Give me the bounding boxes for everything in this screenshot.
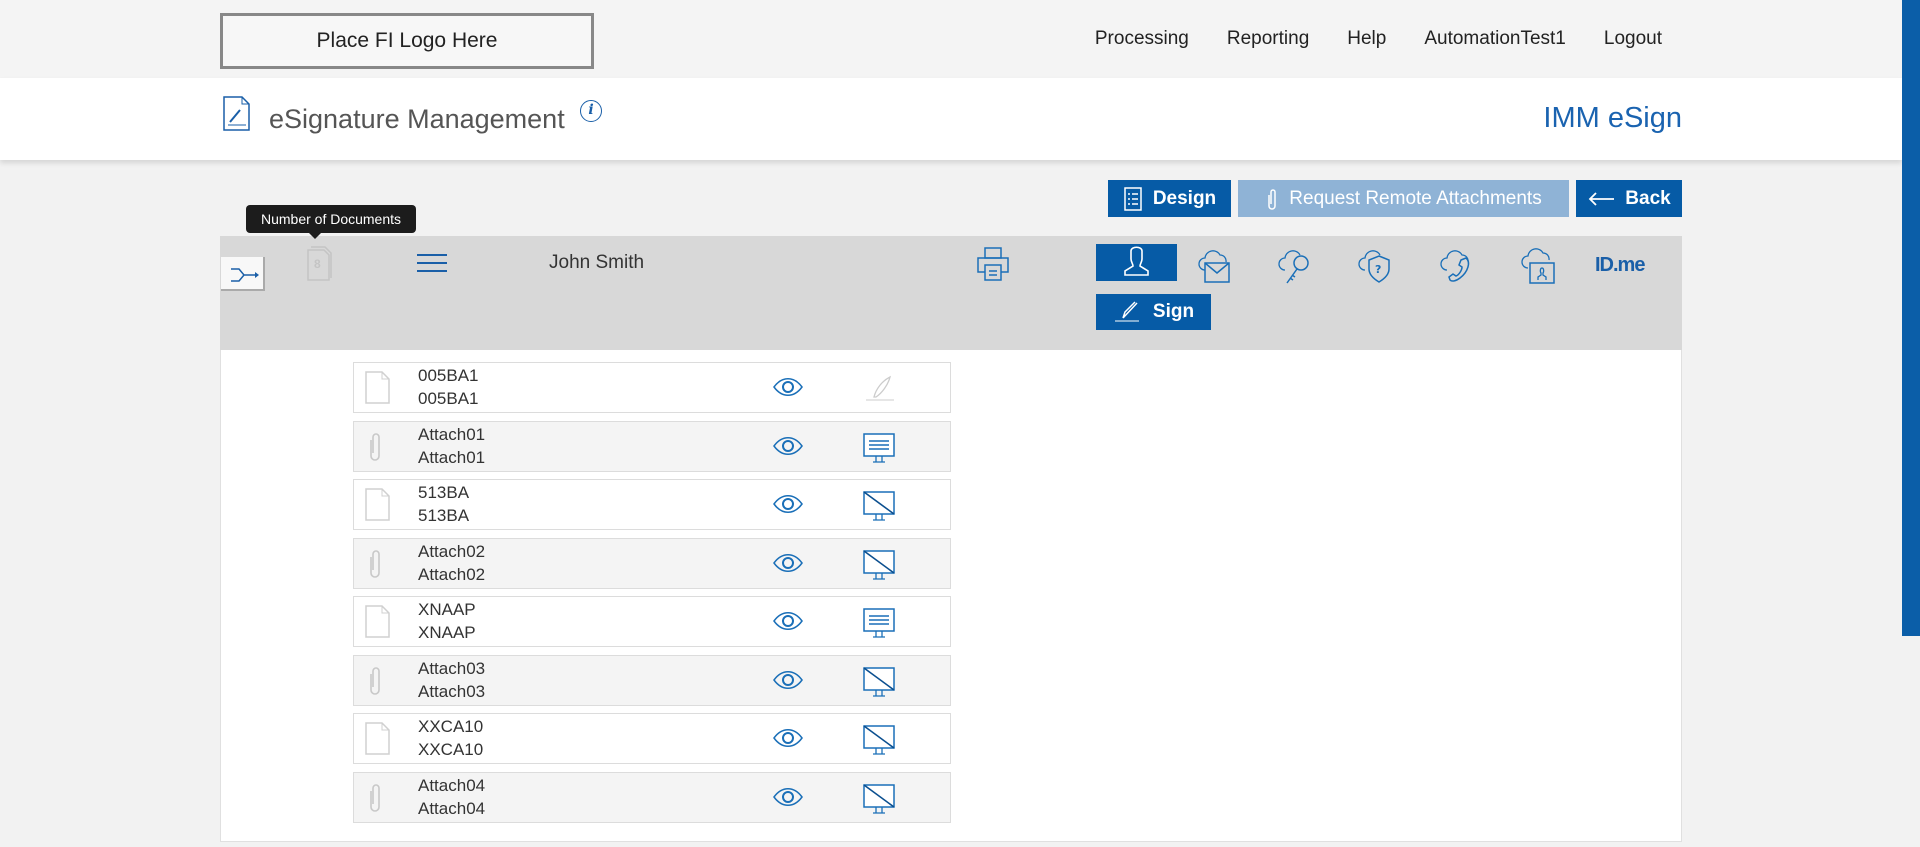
paperclip-icon bbox=[1268, 188, 1277, 210]
document-name: 513BA bbox=[418, 483, 470, 502]
cloud-key-icon[interactable] bbox=[1277, 248, 1315, 286]
user-icon bbox=[1124, 246, 1149, 276]
document-count: 8 bbox=[305, 246, 335, 282]
nav-logout[interactable]: Logout bbox=[1603, 28, 1662, 49]
monitor-slash-icon[interactable] bbox=[862, 490, 896, 522]
document-name: Attach02 bbox=[418, 541, 486, 561]
nav-help[interactable]: Help bbox=[1347, 28, 1387, 49]
signer-toolbar bbox=[220, 236, 1682, 350]
document-row[interactable]: 513BA 513BA bbox=[353, 479, 951, 530]
sign-label: Sign bbox=[1152, 301, 1195, 322]
view-eye-icon[interactable] bbox=[772, 494, 804, 514]
view-eye-icon[interactable] bbox=[772, 553, 804, 573]
monitor-slash-icon[interactable] bbox=[862, 783, 896, 815]
page-title: eSignature Management bbox=[269, 104, 565, 134]
document-description: 005BA1 bbox=[418, 389, 479, 408]
idme-button[interactable]: ID.me bbox=[1595, 254, 1645, 276]
paperclip-icon bbox=[370, 783, 380, 812]
arrow-left-icon bbox=[1589, 191, 1615, 206]
main-nav: Processing Reporting Help AutomationTest… bbox=[1095, 28, 1662, 50]
nav-processing[interactable]: Processing bbox=[1094, 28, 1189, 49]
pen-icon bbox=[1114, 301, 1139, 322]
view-eye-icon[interactable] bbox=[772, 436, 804, 456]
paperclip-icon bbox=[370, 666, 380, 695]
monitor-slash-icon[interactable] bbox=[862, 724, 896, 756]
logo-placeholder: Place FI Logo Here bbox=[220, 13, 594, 69]
auth-user-button[interactable] bbox=[1096, 244, 1177, 281]
document-count-value: 8 bbox=[314, 257, 321, 271]
document-icon bbox=[365, 722, 390, 755]
monitor-lines-icon[interactable] bbox=[862, 432, 896, 464]
document-description: Attach02 bbox=[418, 564, 486, 584]
list-doc-icon bbox=[1124, 186, 1142, 211]
route-arrow-icon bbox=[231, 268, 259, 282]
document-icon bbox=[365, 488, 390, 521]
document-icon bbox=[365, 371, 390, 404]
paperclip-icon bbox=[370, 432, 380, 461]
view-eye-icon[interactable] bbox=[772, 611, 804, 631]
request-label: Request Remote Attachments bbox=[1289, 187, 1542, 209]
monitor-slash-icon[interactable] bbox=[862, 549, 896, 581]
design-label: Design bbox=[1152, 187, 1217, 209]
printer-icon[interactable] bbox=[976, 246, 1010, 282]
document-name: Attach01 bbox=[418, 424, 486, 444]
title-band bbox=[0, 78, 1902, 160]
document-row[interactable]: XXCA10 XXCA10 bbox=[353, 713, 951, 764]
document-row[interactable]: Attach01 Attach01 bbox=[353, 420, 951, 472]
design-button[interactable]: Design bbox=[1108, 180, 1231, 217]
menu-icon[interactable] bbox=[416, 253, 448, 273]
document-description: XNAAP bbox=[418, 623, 476, 642]
scrollbar[interactable] bbox=[1902, 0, 1920, 636]
document-name: Attach04 bbox=[418, 775, 486, 795]
document-description: Attach03 bbox=[418, 681, 486, 701]
back-label: Back bbox=[1625, 187, 1671, 209]
document-row[interactable]: Attach04 Attach04 bbox=[353, 771, 951, 823]
view-eye-icon[interactable] bbox=[772, 787, 804, 807]
sign-button[interactable]: Sign bbox=[1096, 294, 1211, 330]
info-icon[interactable]: i bbox=[580, 100, 602, 122]
document-row[interactable]: Attach03 Attach03 bbox=[353, 654, 951, 706]
document-description: Attach04 bbox=[418, 798, 486, 818]
document-description: XXCA10 bbox=[418, 740, 484, 759]
document-name: XXCA10 bbox=[418, 717, 484, 736]
document-row[interactable]: 005BA1 005BA1 bbox=[353, 362, 951, 413]
document-name: XNAAP bbox=[418, 600, 476, 619]
document-row[interactable]: Attach02 Attach02 bbox=[353, 537, 951, 589]
route-button[interactable] bbox=[221, 257, 265, 291]
document-description: 513BA bbox=[418, 506, 470, 525]
sign-disabled-icon bbox=[866, 375, 894, 401]
document-row[interactable]: XNAAP XNAAP bbox=[353, 596, 951, 647]
documents-stack-icon bbox=[307, 246, 332, 281]
tooltip: Number of Documents bbox=[246, 205, 416, 239]
document-icon bbox=[365, 605, 390, 638]
cloud-phone-icon[interactable] bbox=[1440, 248, 1478, 286]
document-name: Attach03 bbox=[418, 658, 486, 678]
document-name: 005BA1 bbox=[418, 366, 479, 385]
back-button[interactable]: Back bbox=[1576, 180, 1682, 217]
esignature-doc-icon bbox=[223, 96, 250, 131]
cloud-id-card-icon[interactable] bbox=[1521, 248, 1559, 286]
signer-name: John Smith bbox=[549, 252, 645, 273]
view-eye-icon[interactable] bbox=[772, 377, 804, 397]
view-eye-icon[interactable] bbox=[772, 670, 804, 690]
document-description: Attach01 bbox=[418, 447, 486, 467]
monitor-lines-icon[interactable] bbox=[862, 607, 896, 639]
monitor-slash-icon[interactable] bbox=[862, 666, 896, 698]
cloud-shield-question-icon[interactable]: ? bbox=[1358, 248, 1396, 286]
app-brand: IMM eSign bbox=[1543, 102, 1682, 134]
request-remote-attachments-button[interactable]: Request Remote Attachments bbox=[1238, 180, 1569, 217]
svg-text:?: ? bbox=[1375, 263, 1381, 276]
cloud-email-icon[interactable] bbox=[1197, 248, 1235, 286]
paperclip-icon bbox=[370, 549, 380, 578]
nav-reporting[interactable]: Reporting bbox=[1226, 28, 1310, 49]
nav-user[interactable]: AutomationTest1 bbox=[1424, 28, 1566, 49]
view-eye-icon[interactable] bbox=[772, 728, 804, 748]
